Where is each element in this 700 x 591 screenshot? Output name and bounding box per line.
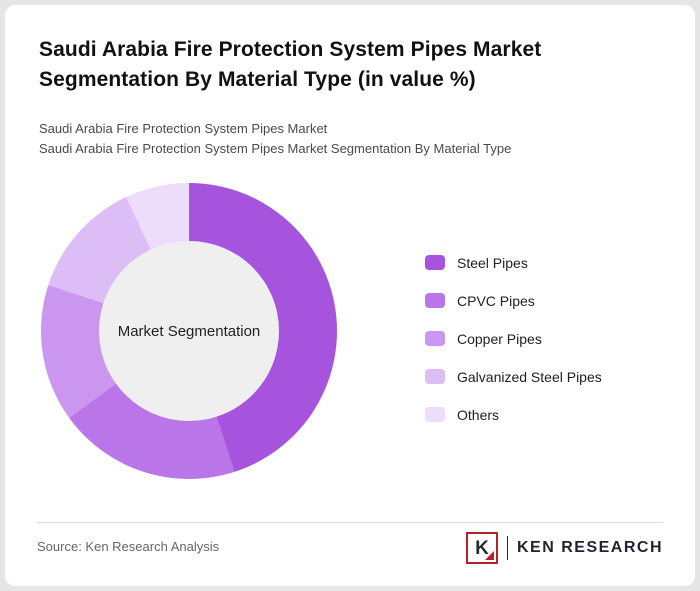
logo-k-mark: K: [465, 532, 498, 564]
footer-divider: [37, 522, 663, 523]
logo-text: KEN RESEARCH: [516, 539, 663, 556]
legend-swatch: [425, 255, 445, 270]
legend-swatch: [425, 407, 445, 422]
chart-card: Saudi Arabia Fire Protection System Pipe…: [5, 5, 695, 586]
donut-center: Market Segmentation: [99, 241, 279, 421]
legend-item: CPVC Pipes: [425, 289, 602, 312]
page-title: Saudi Arabia Fire Protection System Pipe…: [39, 38, 542, 92]
donut-chart-area: Market Segmentation: [41, 183, 337, 479]
legend-item: Steel Pipes: [425, 251, 602, 274]
legend-label: Others: [457, 406, 500, 423]
legend-label: Steel Pipes: [457, 254, 528, 271]
legend-label: Copper Pipes: [457, 330, 542, 347]
donut-center-label: Market Segmentation: [117, 322, 261, 340]
legend-swatch: [425, 293, 445, 308]
legend-item: Galvanized Steel Pipes: [425, 365, 602, 388]
chart-subtitle-1: Saudi Arabia Fire Protection System Pipe…: [39, 121, 328, 136]
legend-item: Others: [425, 403, 602, 426]
legend-swatch: [425, 369, 445, 384]
logo-k-letter: K: [475, 537, 489, 559]
source-text: Source: Ken Research Analysis: [37, 539, 220, 554]
legend-swatch: [425, 331, 445, 346]
legend-label: CPVC Pipes: [457, 292, 535, 309]
logo-divider: [506, 536, 508, 560]
legend: Steel Pipes CPVC Pipes Copper Pipes Galvani…: [425, 251, 602, 441]
legend-label: Galvanized Steel Pipes: [457, 368, 602, 385]
legend-item: Copper Pipes: [425, 327, 602, 350]
ken-research-logo: K KEN RESEARCH: [465, 532, 663, 564]
chart-subtitle-2: Saudi Arabia Fire Protection System Pipe…: [39, 141, 512, 156]
